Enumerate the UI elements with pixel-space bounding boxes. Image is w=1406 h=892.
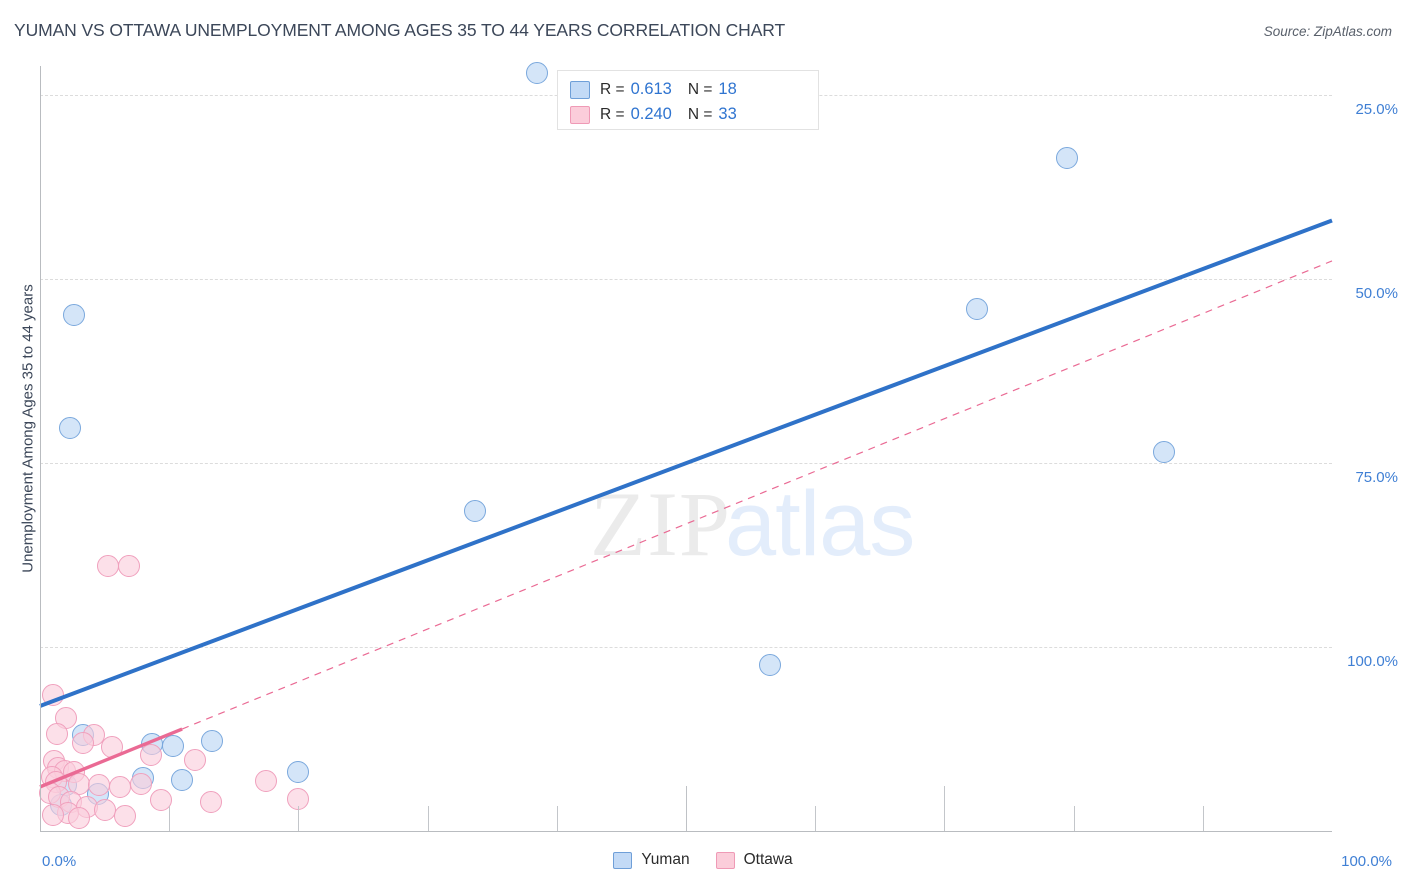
x-tick-60 [815, 806, 817, 831]
watermark: ZIPatlas [590, 471, 915, 577]
series-legend: Yuman Ottawa [0, 851, 1406, 869]
data-point-yuman[interactable] [62, 303, 85, 326]
gridline-25 [40, 647, 1332, 649]
gridline-75 [40, 279, 1332, 281]
data-point-ottawa[interactable] [184, 748, 207, 771]
gridline-50 [40, 463, 1332, 465]
x-tick-80 [1073, 806, 1075, 831]
r-label-yuman: R = [600, 80, 625, 98]
x-axis-min-label: 0.0% [42, 853, 77, 870]
data-point-yuman[interactable] [965, 297, 988, 320]
data-point-yuman[interactable] [171, 768, 194, 791]
r-label-ottawa: R = [600, 105, 625, 123]
legend-item-ottawa[interactable]: Ottawa [715, 851, 793, 869]
x-tick-20 [298, 806, 300, 831]
data-point-yuman[interactable] [200, 730, 223, 753]
legend-item-yuman[interactable]: Yuman [613, 851, 690, 869]
data-point-ottawa[interactable] [129, 772, 152, 795]
n-label-yuman: N = [687, 80, 713, 98]
legend-label-yuman: Yuman [641, 851, 690, 868]
x-tick-30 [427, 806, 429, 831]
data-point-ottawa[interactable] [255, 769, 278, 792]
x-tick-40 [556, 806, 558, 831]
data-point-ottawa[interactable] [93, 799, 116, 822]
data-point-ottawa[interactable] [114, 805, 137, 828]
data-point-ottawa[interactable] [88, 774, 111, 797]
series-swatch-ottawa-icon [570, 105, 590, 124]
data-point-yuman[interactable] [1056, 146, 1079, 169]
r-value-ottawa: 0.240 [630, 105, 672, 123]
n-value-ottawa: 33 [718, 105, 737, 123]
data-point-yuman[interactable] [464, 500, 487, 523]
plot-area: ZIPatlas [39, 62, 1332, 831]
x-tick-50 [686, 786, 687, 831]
stats-row-yuman: R = 0.613 N = 18 [570, 77, 808, 102]
y-axis-line [40, 66, 41, 831]
data-point-ottawa[interactable] [67, 806, 90, 829]
data-point-yuman[interactable] [162, 735, 185, 758]
y-tick-label-75: 50.0% [1355, 285, 1398, 303]
source-label: Source: ZipAtlas.com [1263, 24, 1392, 39]
data-point-ottawa[interactable] [109, 775, 132, 798]
data-point-yuman[interactable] [526, 62, 549, 85]
data-point-yuman[interactable] [758, 654, 781, 677]
data-point-yuman[interactable] [1153, 441, 1176, 464]
data-point-ottawa[interactable] [150, 789, 173, 812]
data-point-yuman[interactable] [58, 416, 81, 439]
r-value-yuman: 0.613 [630, 80, 672, 98]
data-point-ottawa[interactable] [199, 790, 222, 813]
data-point-ottawa[interactable] [140, 744, 163, 767]
series-swatch-yuman-icon [570, 80, 590, 99]
data-point-ottawa[interactable] [101, 736, 124, 759]
data-point-ottawa[interactable] [71, 731, 94, 754]
page-title: YUMAN VS OTTAWA UNEMPLOYMENT AMONG AGES … [14, 20, 786, 40]
data-point-yuman[interactable] [287, 761, 310, 784]
watermark-atlas: atlas [725, 473, 915, 575]
y-tick-label-100: 25.0% [1355, 101, 1398, 119]
y-tick-label-50: 75.0% [1355, 469, 1398, 487]
data-point-ottawa[interactable] [45, 722, 68, 745]
x-axis-line [40, 831, 1332, 832]
watermark-zip: ZIP [590, 473, 731, 575]
data-point-ottawa[interactable] [41, 803, 64, 826]
n-label-ottawa: N = [687, 105, 713, 123]
legend-swatch-yuman-icon [613, 851, 633, 869]
y-tick-label-25: 100.0% [1347, 653, 1398, 671]
x-tick-10 [169, 806, 171, 831]
data-point-ottawa[interactable] [118, 555, 141, 578]
stats-row-ottawa: R = 0.240 N = 33 [570, 102, 808, 127]
legend-label-ottawa: Ottawa [743, 851, 793, 868]
data-point-ottawa[interactable] [41, 683, 64, 706]
data-point-ottawa[interactable] [97, 555, 120, 578]
y-axis-title: Unemployment Among Ages 35 to 44 years [19, 284, 37, 573]
correlation-stats-legend: R = 0.613 N = 18 R = 0.240 N = 33 [557, 70, 819, 130]
n-value-yuman: 18 [718, 80, 737, 98]
x-tick-90 [1202, 806, 1204, 831]
x-tick-70 [944, 786, 946, 831]
legend-swatch-ottawa-icon [715, 851, 735, 869]
x-axis-max-label: 100.0% [1341, 853, 1392, 870]
